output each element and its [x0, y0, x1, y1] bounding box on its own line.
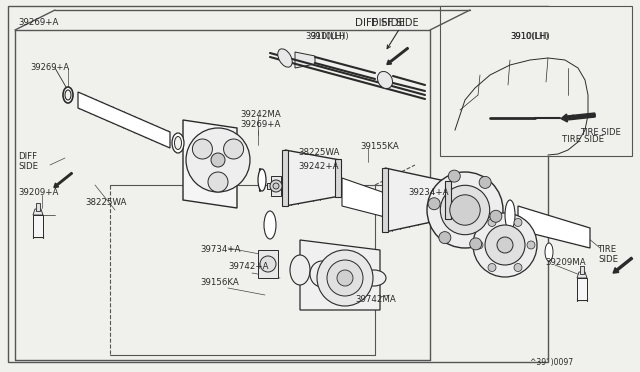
FancyArrow shape: [613, 257, 632, 273]
Circle shape: [193, 139, 212, 159]
Text: 38225WA: 38225WA: [298, 148, 339, 157]
Bar: [271, 176, 281, 196]
Bar: [8, 6, 548, 362]
Bar: [282, 150, 288, 206]
Circle shape: [470, 238, 482, 250]
Ellipse shape: [378, 71, 392, 89]
Circle shape: [211, 153, 225, 167]
Text: 39156KA: 39156KA: [200, 278, 239, 287]
Bar: [382, 168, 388, 232]
Circle shape: [317, 250, 373, 306]
Text: 3910(LH): 3910(LH): [510, 32, 550, 41]
Circle shape: [473, 213, 537, 277]
Circle shape: [260, 256, 276, 272]
Polygon shape: [183, 120, 237, 208]
Bar: [335, 159, 341, 197]
Text: 38225WA: 38225WA: [85, 198, 126, 207]
Polygon shape: [385, 168, 450, 232]
Circle shape: [488, 218, 496, 227]
Circle shape: [208, 172, 228, 192]
Ellipse shape: [332, 265, 360, 287]
Polygon shape: [78, 92, 170, 148]
Circle shape: [448, 170, 460, 182]
Text: 39209+A: 39209+A: [18, 188, 58, 197]
Text: DIFF SIDE: DIFF SIDE: [371, 18, 419, 28]
Polygon shape: [285, 150, 340, 206]
Bar: [577, 278, 587, 300]
Ellipse shape: [278, 49, 292, 67]
FancyArrow shape: [387, 47, 408, 64]
Circle shape: [427, 172, 503, 248]
Circle shape: [337, 270, 353, 286]
Ellipse shape: [264, 211, 276, 239]
FancyArrow shape: [561, 113, 595, 122]
Bar: [440, 6, 632, 156]
Circle shape: [270, 180, 282, 192]
Text: 39269+A: 39269+A: [30, 63, 69, 72]
Ellipse shape: [310, 261, 334, 287]
Circle shape: [497, 237, 513, 253]
Text: 39234+A: 39234+A: [408, 188, 449, 197]
Circle shape: [485, 225, 525, 265]
Text: 39742+A: 39742+A: [228, 262, 269, 271]
Text: 39269+A: 39269+A: [240, 120, 280, 129]
Ellipse shape: [63, 87, 73, 103]
Polygon shape: [342, 178, 385, 217]
Circle shape: [439, 232, 451, 244]
Circle shape: [440, 185, 490, 235]
Text: 39209MA: 39209MA: [545, 258, 586, 267]
Ellipse shape: [362, 270, 386, 286]
Ellipse shape: [172, 133, 184, 153]
Polygon shape: [577, 272, 587, 278]
Ellipse shape: [258, 169, 266, 191]
Bar: [445, 181, 451, 219]
Circle shape: [273, 183, 279, 189]
Circle shape: [450, 195, 480, 225]
Circle shape: [428, 198, 440, 210]
Text: 3910(LH): 3910(LH): [310, 32, 349, 41]
Polygon shape: [295, 52, 315, 68]
Polygon shape: [518, 206, 590, 248]
Circle shape: [514, 263, 522, 272]
Text: 3910(LH): 3910(LH): [305, 32, 345, 41]
Circle shape: [479, 176, 491, 188]
Bar: [267, 183, 285, 189]
Bar: [258, 250, 278, 278]
Circle shape: [475, 241, 483, 249]
Polygon shape: [300, 240, 380, 310]
Text: TIRE
SIDE: TIRE SIDE: [598, 245, 618, 264]
Text: 39155KA: 39155KA: [360, 142, 399, 151]
Circle shape: [527, 241, 535, 249]
Circle shape: [186, 128, 250, 192]
Circle shape: [223, 139, 244, 159]
Text: 39742MA: 39742MA: [355, 295, 396, 304]
Text: 39269+A: 39269+A: [18, 18, 58, 27]
FancyArrow shape: [54, 172, 72, 187]
Text: TIRE SIDE: TIRE SIDE: [580, 128, 621, 137]
Text: 3910(LH): 3910(LH): [510, 32, 548, 41]
Ellipse shape: [290, 255, 310, 285]
Text: 39734+A: 39734+A: [200, 245, 241, 254]
Text: 39242MA: 39242MA: [240, 110, 281, 119]
Polygon shape: [33, 209, 43, 215]
Bar: [36, 203, 40, 211]
Ellipse shape: [65, 90, 71, 100]
Text: DIFF SIDE: DIFF SIDE: [355, 18, 405, 28]
Circle shape: [327, 260, 363, 296]
Bar: [580, 266, 584, 274]
Circle shape: [488, 263, 496, 272]
Text: TIRE SIDE: TIRE SIDE: [562, 135, 604, 144]
Text: ^39' )0097: ^39' )0097: [530, 358, 573, 367]
Text: DIFF
SIDE: DIFF SIDE: [18, 152, 38, 171]
Circle shape: [514, 218, 522, 227]
Text: 39242+A: 39242+A: [298, 162, 339, 171]
Circle shape: [490, 210, 502, 222]
Ellipse shape: [545, 243, 553, 261]
Bar: [33, 215, 43, 237]
Ellipse shape: [505, 200, 515, 230]
Ellipse shape: [175, 137, 182, 150]
